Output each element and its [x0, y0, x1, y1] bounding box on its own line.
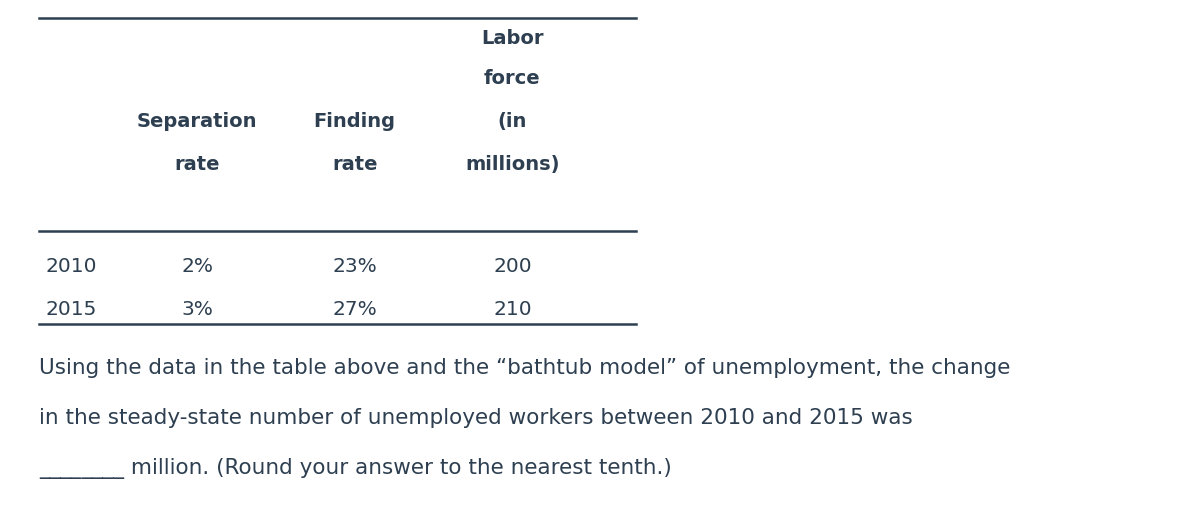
Text: Using the data in the table above and the “bathtub model” of unemployment, the c: Using the data in the table above and th… [40, 357, 1010, 378]
Text: 200: 200 [493, 257, 532, 276]
Text: force: force [484, 69, 541, 88]
Text: Separation: Separation [137, 112, 257, 131]
Text: 2%: 2% [181, 257, 214, 276]
Text: Finding: Finding [313, 112, 396, 131]
Text: in the steady-state number of unemployed workers between 2010 and 2015 was: in the steady-state number of unemployed… [40, 408, 913, 428]
Text: rate: rate [174, 155, 220, 174]
Text: 2015: 2015 [46, 300, 96, 319]
Text: 23%: 23% [332, 257, 377, 276]
Text: Labor: Labor [481, 28, 544, 48]
Text: ________ million. (Round your answer to the nearest tenth.): ________ million. (Round your answer to … [40, 458, 672, 480]
Text: (in: (in [498, 112, 527, 131]
Text: 27%: 27% [332, 300, 377, 319]
Text: 3%: 3% [181, 300, 214, 319]
Text: millions): millions) [466, 155, 559, 174]
Text: 2010: 2010 [46, 257, 96, 276]
Text: 210: 210 [493, 300, 532, 319]
Text: rate: rate [332, 155, 378, 174]
